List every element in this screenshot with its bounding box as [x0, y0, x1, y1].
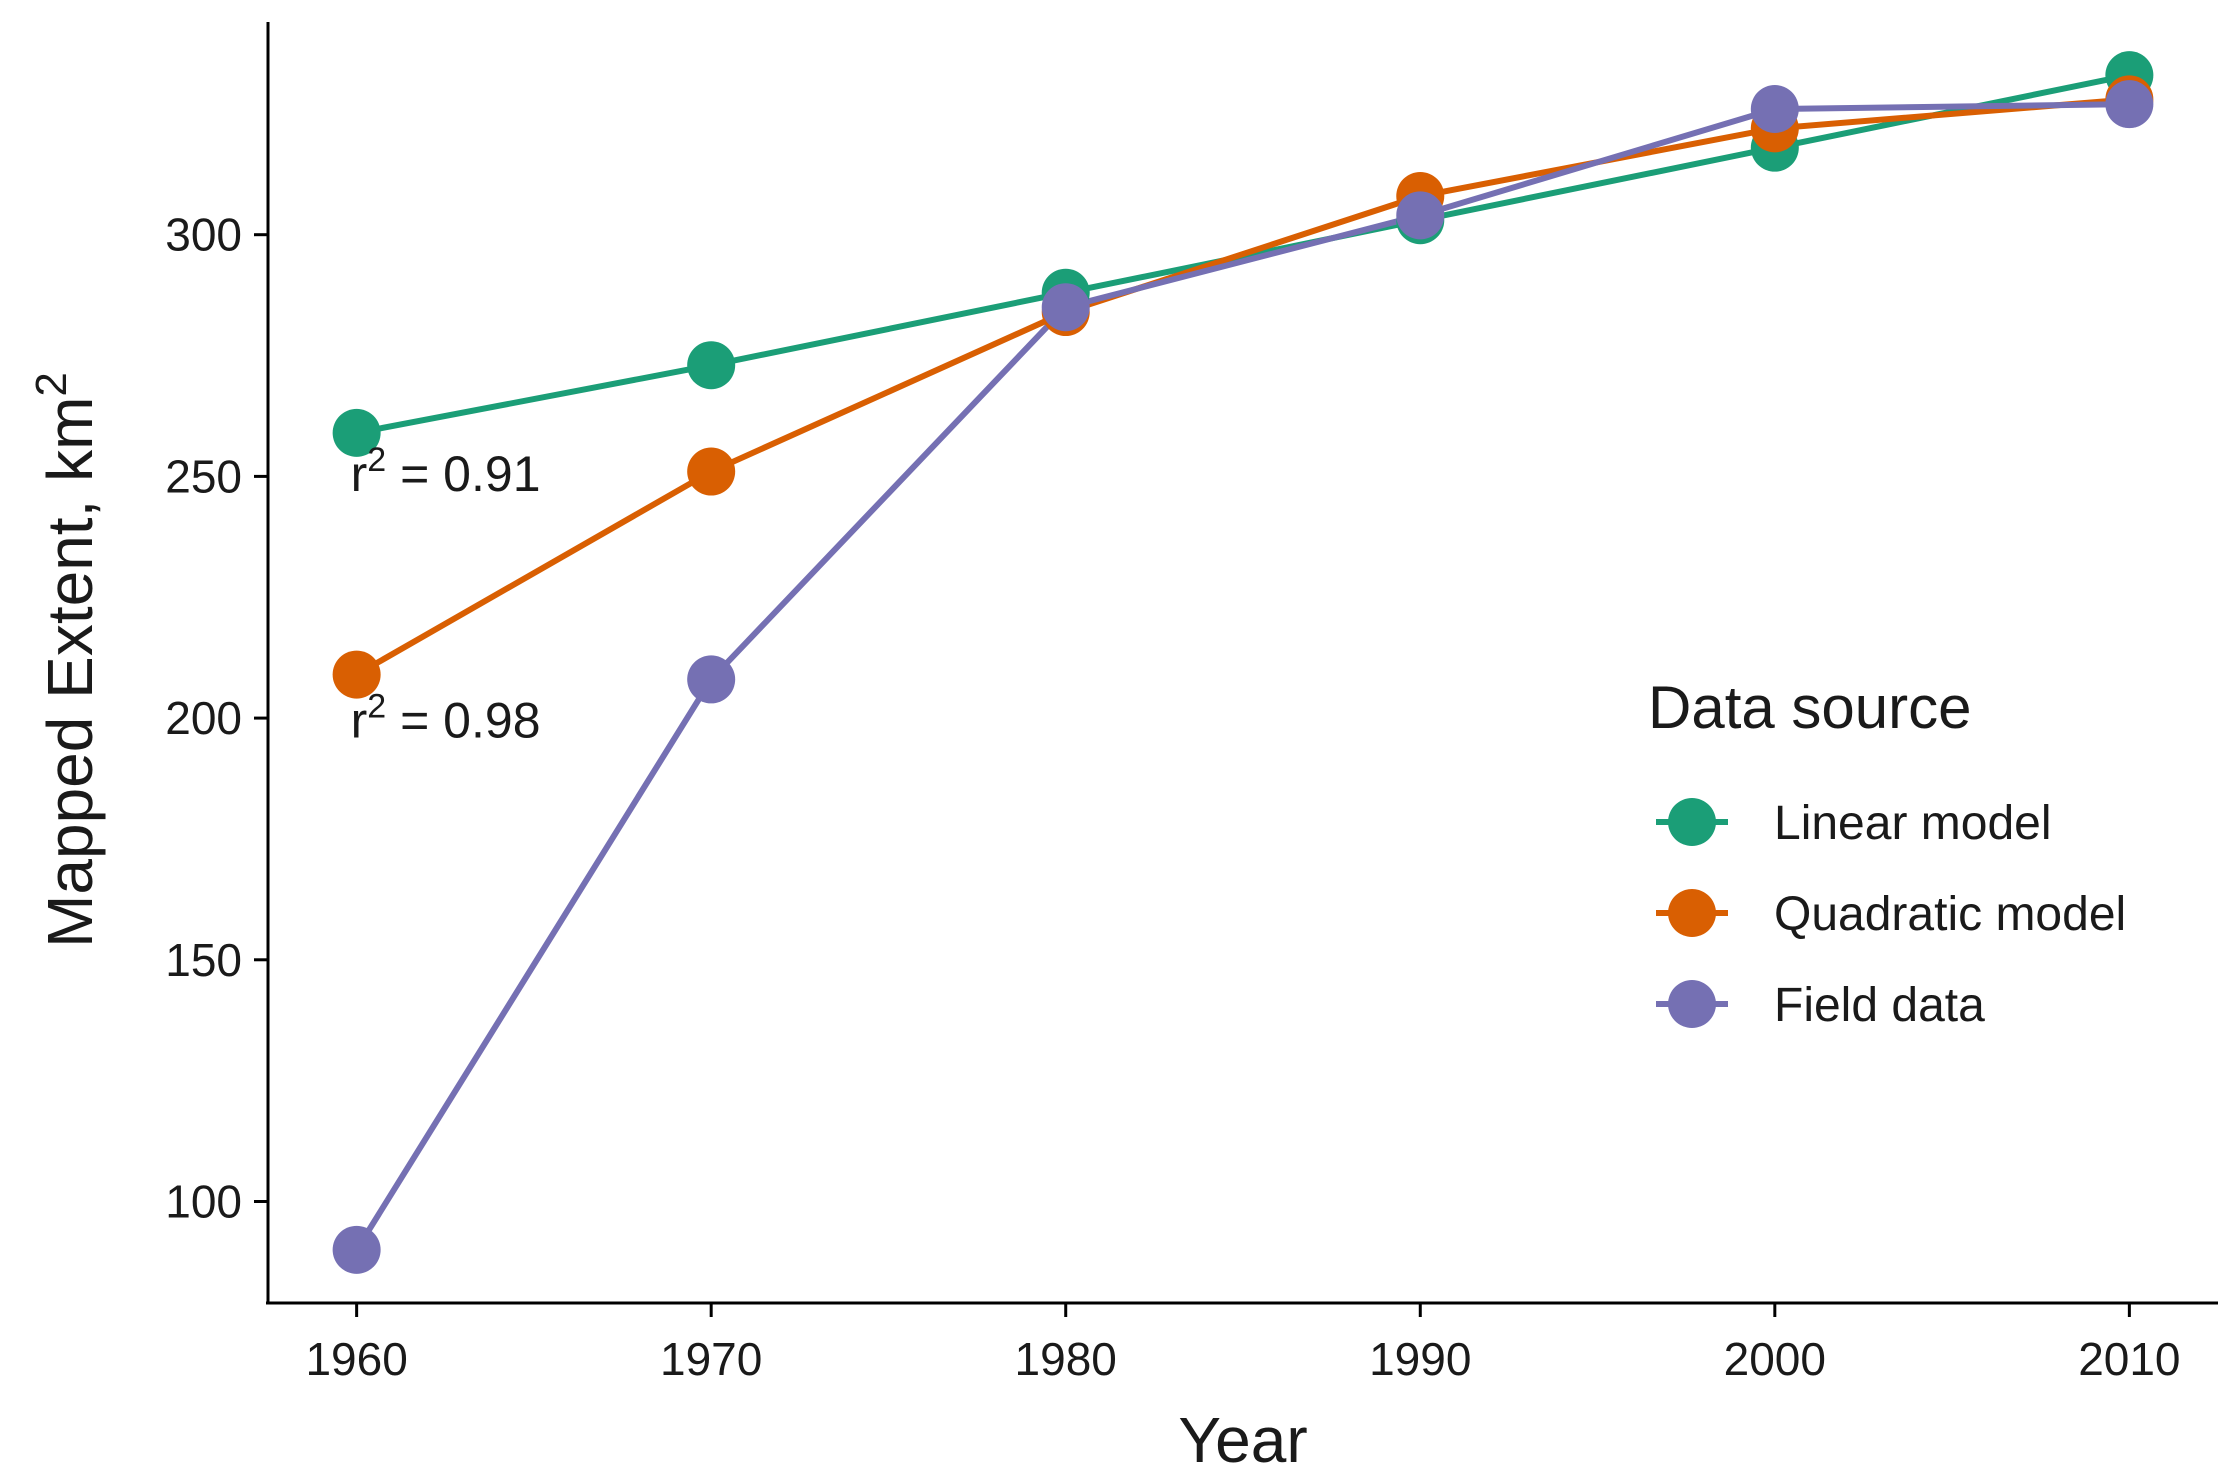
- y-tick-label-100: 100: [165, 1175, 242, 1227]
- y-tick-label-250: 250: [165, 450, 242, 502]
- y-ticks: 100 150 200 250 300: [165, 209, 268, 1227]
- annotation-superscript: 2: [367, 441, 386, 479]
- x-tick-label-2010: 2010: [2078, 1333, 2180, 1385]
- annotation-value: = 0.91: [386, 446, 540, 502]
- series-line-field-data: [354, 101, 2130, 1252]
- legend-marker-field-data: [1668, 980, 1716, 1028]
- legend-label-linear-model: Linear model: [1774, 797, 2052, 850]
- point-linear-model-1970: [687, 341, 736, 390]
- x-tick-label-2000: 2000: [1724, 1333, 1826, 1385]
- point-field-data-1980: [1041, 283, 1090, 332]
- point-field-data-2010: [2105, 80, 2154, 129]
- annotation-value: = 0.98: [386, 692, 540, 748]
- y-tick-label-300: 300: [165, 209, 242, 261]
- legend-label-quadratic-model: Quadratic model: [1774, 888, 2126, 941]
- series-points: [332, 51, 2154, 1274]
- x-ticks: 1960 1970 1980 1990 2000 2010: [305, 1303, 2181, 1385]
- series-line-quadratic-model: [355, 96, 2130, 678]
- point-field-data-1990: [1396, 191, 1445, 240]
- x-tick-label-1990: 1990: [1369, 1333, 1471, 1385]
- point-field-data-2000: [1750, 85, 1799, 134]
- annotation-base: r: [351, 446, 368, 502]
- axes: [266, 22, 2218, 1305]
- legend-marker-linear-model: [1668, 798, 1716, 846]
- series-lines: [354, 72, 2130, 1252]
- legend-title: Data source: [1648, 674, 1972, 741]
- y-axis-title: Mapped Extent, km2: [27, 372, 106, 948]
- y-axis-title-superscript: 2: [27, 372, 76, 396]
- point-quadratic-model-1960: [332, 650, 381, 699]
- point-linear-model-1960: [332, 408, 381, 457]
- x-tick-label-1970: 1970: [660, 1333, 762, 1385]
- x-tick-label-1960: 1960: [305, 1333, 407, 1385]
- x-tick-label-1980: 1980: [1015, 1333, 1117, 1385]
- x-axis-title: Year: [1178, 1404, 1307, 1476]
- r-squared-annotation-2: r2 = 0.98: [351, 687, 541, 748]
- y-axis-title-text: Mapped Extent, km: [34, 397, 106, 948]
- point-field-data-1970: [687, 655, 736, 704]
- legend-label-field-data: Field data: [1774, 979, 1985, 1032]
- point-field-data-1960: [332, 1225, 381, 1274]
- r-squared-annotation-1: r2 = 0.91: [351, 441, 541, 502]
- annotation-superscript: 2: [367, 687, 386, 725]
- y-tick-label-150: 150: [165, 934, 242, 986]
- y-tick-label-200: 200: [165, 692, 242, 744]
- legend: Data source Linear model Quadratic model F…: [1648, 674, 2126, 1032]
- annotation-base: r: [351, 692, 368, 748]
- point-quadratic-model-1970: [687, 447, 736, 496]
- legend-marker-quadratic-model: [1668, 889, 1716, 937]
- legend-items: Linear model Quadratic model Field data: [1656, 797, 2126, 1032]
